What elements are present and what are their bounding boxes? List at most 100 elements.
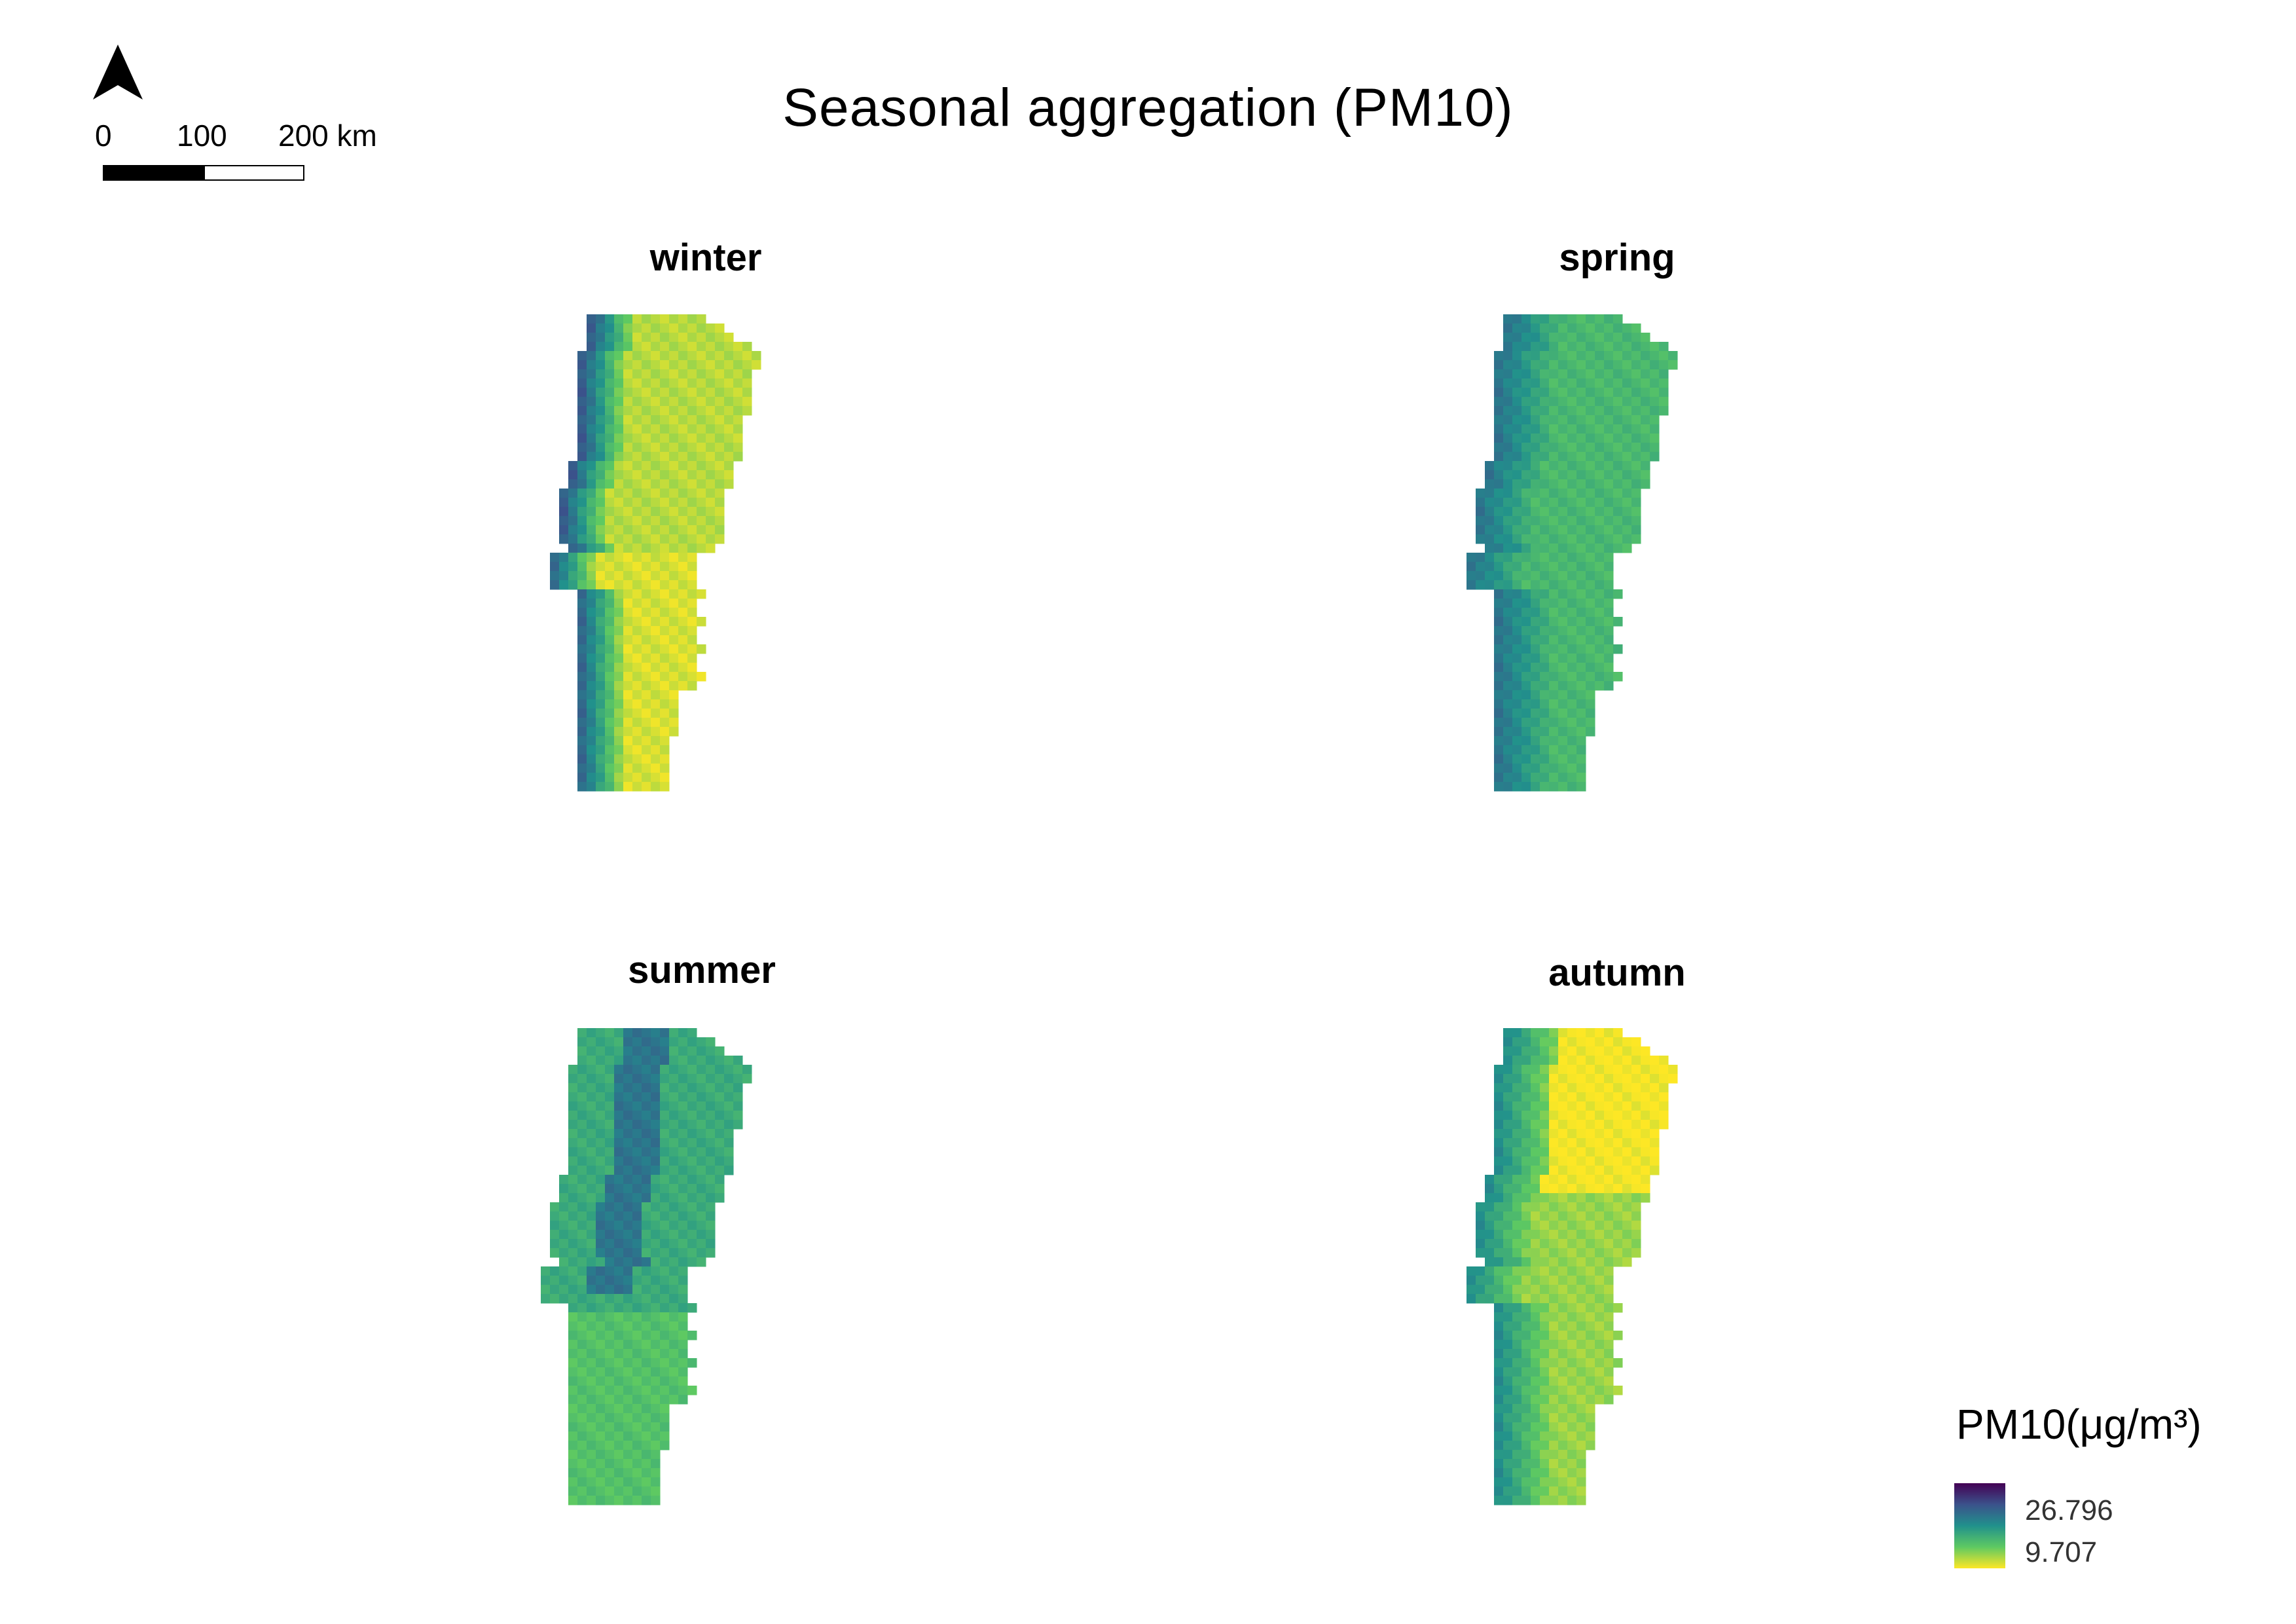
raster-cell: [1503, 773, 1513, 783]
raster-cell: [587, 1422, 596, 1432]
raster-cell: [1567, 1037, 1577, 1047]
raster-cell: [1512, 470, 1522, 480]
raster-cell: [1494, 1450, 1504, 1460]
raster-cell: [1567, 1358, 1577, 1368]
raster-cell: [1604, 1037, 1614, 1047]
raster-cell: [632, 406, 642, 416]
raster-cell: [587, 1386, 596, 1395]
raster-cell: [687, 571, 697, 581]
raster-cell: [1494, 479, 1504, 489]
raster-cell: [1613, 644, 1623, 654]
raster-cell: [642, 654, 651, 663]
raster-cell: [1622, 534, 1632, 544]
raster-cell: [1586, 1184, 1595, 1194]
raster-cell: [577, 599, 587, 608]
raster-cell: [1576, 1120, 1586, 1130]
raster-cell: [1503, 1101, 1513, 1111]
raster-cell: [1531, 1111, 1540, 1120]
raster-cell: [550, 580, 560, 590]
raster-cell: [1485, 1239, 1495, 1249]
raster-cell: [632, 690, 642, 700]
raster-cell: [1476, 1276, 1485, 1285]
raster-cell: [697, 351, 706, 361]
raster-cell: [1522, 489, 1531, 498]
raster-cell: [1558, 1056, 1568, 1065]
raster-cell: [614, 1459, 624, 1469]
raster-cell: [660, 773, 670, 783]
raster-cell: [1641, 1046, 1650, 1056]
raster-cell: [660, 388, 670, 397]
panel-label-spring: spring: [1559, 236, 1675, 279]
raster-cell: [1522, 1083, 1531, 1093]
panel-label-winter: winter: [649, 236, 762, 279]
raster-cell: [1613, 516, 1623, 526]
raster-cell: [669, 1092, 679, 1102]
raster-cell: [1586, 562, 1595, 572]
raster-cell: [1512, 589, 1522, 599]
raster-cell: [1531, 1147, 1540, 1157]
raster-cell: [642, 1065, 651, 1075]
raster-cell: [550, 1276, 560, 1285]
raster-cell: [577, 1184, 587, 1194]
raster-cell: [1549, 1202, 1559, 1212]
raster-cell: [623, 1431, 633, 1441]
raster-cell: [678, 1083, 688, 1093]
raster-cell: [660, 1358, 670, 1368]
raster-cell: [605, 1230, 615, 1240]
raster-cell: [1476, 562, 1485, 572]
raster-cell: [614, 709, 624, 718]
raster-cell: [1641, 342, 1650, 352]
raster-cell: [605, 342, 615, 352]
raster-cell: [1567, 663, 1577, 673]
raster-cell: [614, 516, 624, 526]
raster-cell: [614, 525, 624, 535]
raster-cell: [614, 1211, 624, 1221]
raster-cell: [1595, 323, 1605, 333]
legend-min-value: 9.707: [2025, 1536, 2098, 1568]
raster-cell: [715, 1046, 725, 1056]
raster-cell: [642, 1321, 651, 1331]
raster-cell: [632, 1367, 642, 1377]
raster-cell: [568, 1147, 578, 1157]
raster-cell: [1540, 1138, 1550, 1148]
raster-cell: [605, 571, 615, 581]
raster-cell: [1604, 516, 1614, 526]
raster-cell: [669, 681, 679, 691]
raster-cell: [596, 663, 606, 673]
raster-cell: [678, 1065, 688, 1075]
raster-cell: [642, 1230, 651, 1240]
raster-cell: [1540, 1486, 1550, 1496]
raster-cell: [1522, 525, 1531, 535]
raster-cell: [1622, 424, 1632, 434]
raster-cell: [614, 663, 624, 673]
raster-cell: [724, 360, 734, 370]
raster-cell: [651, 323, 661, 333]
raster-cell: [632, 1413, 642, 1423]
raster-cell: [642, 1477, 651, 1487]
raster-cell: [1503, 553, 1513, 563]
raster-cell: [568, 1367, 578, 1377]
raster-cell: [1604, 1074, 1614, 1084]
raster-cell: [706, 525, 716, 535]
raster-cell: [651, 397, 661, 407]
raster-cell: [632, 397, 642, 407]
raster-cell: [1659, 351, 1669, 361]
raster-cell: [1567, 1166, 1577, 1175]
raster-cell: [632, 589, 642, 599]
raster-cell: [724, 1156, 734, 1166]
raster-cell: [678, 1331, 688, 1340]
map-panel-summer: [541, 1028, 752, 1505]
raster-cell: [1522, 1138, 1531, 1148]
raster-cell: [1467, 571, 1476, 581]
raster-cell: [1567, 388, 1577, 397]
raster-cell: [1512, 1046, 1522, 1056]
raster-cell: [669, 1386, 679, 1395]
raster-cell: [642, 1395, 651, 1405]
raster-cell: [1622, 342, 1632, 352]
raster-cell: [1503, 461, 1513, 471]
raster-cell: [1631, 1083, 1641, 1093]
raster-cell: [1522, 1257, 1531, 1267]
raster-cell: [1494, 1294, 1504, 1304]
raster-cell: [697, 534, 706, 544]
raster-cell: [1595, 1065, 1605, 1075]
